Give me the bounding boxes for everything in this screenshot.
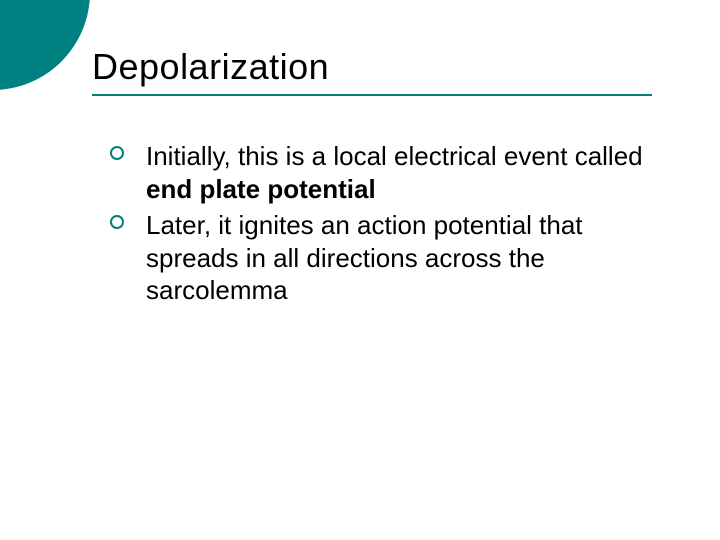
list-item: Later, it ignites an action potential th… [110, 209, 650, 307]
slide-title: Depolarization [92, 46, 680, 88]
circle-bullet-icon [110, 215, 124, 229]
bullet-text-pre: Initially, this is a local electrical ev… [146, 141, 643, 171]
bullet-list: Initially, this is a local electrical ev… [110, 140, 650, 307]
bullet-text-bold: end plate potential [146, 174, 376, 204]
title-block: Depolarization [92, 46, 680, 96]
corner-circle-decoration [0, 0, 90, 90]
slide-body: Initially, this is a local electrical ev… [110, 140, 650, 311]
slide: Depolarization Initially, this is a loca… [0, 0, 720, 540]
list-item: Initially, this is a local electrical ev… [110, 140, 650, 205]
circle-bullet-icon [110, 146, 124, 160]
title-underline [92, 94, 652, 96]
bullet-text-pre: Later, it ignites an action potential th… [146, 210, 583, 305]
